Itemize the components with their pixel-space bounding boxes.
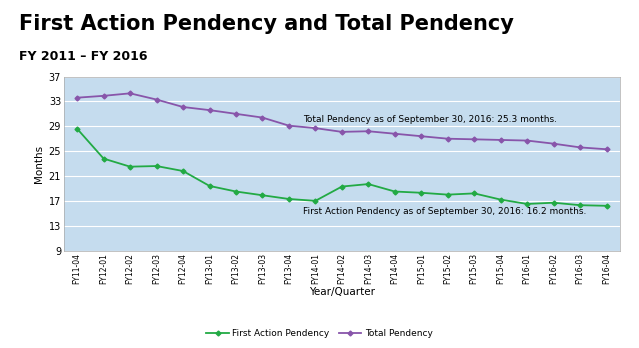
Total Pendency bbox=[232, 112, 240, 116]
Total Pendency bbox=[73, 96, 81, 100]
Legend: First Action Pendency, Total Pendency: First Action Pendency, Total Pendency bbox=[203, 325, 436, 342]
Total Pendency bbox=[523, 139, 531, 143]
First Action Pendency bbox=[417, 191, 425, 195]
Total Pendency bbox=[417, 134, 425, 138]
Total Pendency bbox=[100, 94, 107, 98]
First Action Pendency bbox=[364, 182, 372, 186]
Text: First Action Pendency and Total Pendency: First Action Pendency and Total Pendency bbox=[19, 14, 514, 34]
Total Pendency bbox=[206, 108, 213, 112]
Total Pendency bbox=[153, 97, 160, 102]
First Action Pendency bbox=[127, 165, 134, 169]
Total Pendency bbox=[127, 91, 134, 95]
Total Pendency bbox=[576, 145, 584, 150]
First Action Pendency bbox=[73, 127, 81, 131]
Total Pendency bbox=[338, 130, 346, 134]
First Action Pendency bbox=[338, 184, 346, 189]
Total Pendency bbox=[470, 137, 478, 141]
First Action Pendency bbox=[603, 204, 610, 208]
First Action Pendency bbox=[259, 193, 266, 197]
Total Pendency bbox=[259, 116, 266, 120]
Total Pendency bbox=[179, 105, 187, 109]
First Action Pendency bbox=[444, 192, 452, 197]
First Action Pendency bbox=[179, 169, 187, 173]
First Action Pendency bbox=[576, 203, 584, 207]
First Action Pendency bbox=[550, 200, 557, 205]
First Action Pendency bbox=[523, 202, 531, 206]
First Action Pendency bbox=[285, 197, 293, 201]
Text: First Action Pendency as of September 30, 2016: 16.2 months.: First Action Pendency as of September 30… bbox=[303, 207, 587, 216]
X-axis label: Year/Quarter: Year/Quarter bbox=[309, 287, 375, 297]
Text: Total Pendency as of September 30, 2016: 25.3 months.: Total Pendency as of September 30, 2016:… bbox=[303, 115, 557, 124]
First Action Pendency bbox=[153, 164, 160, 168]
Total Pendency bbox=[497, 138, 505, 142]
First Action Pendency bbox=[470, 191, 478, 196]
First Action Pendency bbox=[206, 184, 213, 188]
First Action Pendency bbox=[391, 189, 399, 193]
Line: Total Pendency: Total Pendency bbox=[75, 92, 608, 151]
Line: First Action Pendency: First Action Pendency bbox=[75, 127, 608, 207]
Total Pendency bbox=[285, 124, 293, 128]
Total Pendency bbox=[603, 147, 610, 151]
Total Pendency bbox=[550, 142, 557, 146]
Total Pendency bbox=[364, 129, 372, 133]
Text: FY 2011 – FY 2016: FY 2011 – FY 2016 bbox=[19, 50, 148, 63]
Total Pendency bbox=[444, 137, 452, 141]
First Action Pendency bbox=[232, 189, 240, 193]
Total Pendency bbox=[391, 132, 399, 136]
First Action Pendency bbox=[497, 198, 505, 202]
Y-axis label: Months: Months bbox=[35, 144, 45, 183]
First Action Pendency bbox=[312, 199, 320, 203]
Total Pendency bbox=[312, 126, 320, 130]
First Action Pendency bbox=[100, 157, 107, 161]
